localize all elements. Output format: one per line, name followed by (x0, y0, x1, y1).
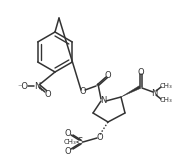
Text: N: N (151, 89, 157, 98)
Text: O: O (97, 133, 103, 142)
Text: +: + (38, 87, 44, 92)
Text: O: O (138, 67, 144, 76)
Text: CH₃: CH₃ (160, 83, 172, 89)
Text: CH₃: CH₃ (64, 139, 76, 145)
Text: ⁻O: ⁻O (17, 81, 28, 91)
Text: O: O (105, 70, 111, 79)
Text: N: N (100, 96, 106, 105)
Text: S: S (77, 137, 83, 146)
Polygon shape (121, 86, 141, 97)
Text: N: N (34, 81, 40, 91)
Text: O: O (45, 90, 51, 99)
Text: O: O (65, 128, 71, 137)
Text: O: O (80, 87, 86, 96)
Text: O: O (65, 146, 71, 155)
Text: CH₃: CH₃ (160, 97, 172, 103)
